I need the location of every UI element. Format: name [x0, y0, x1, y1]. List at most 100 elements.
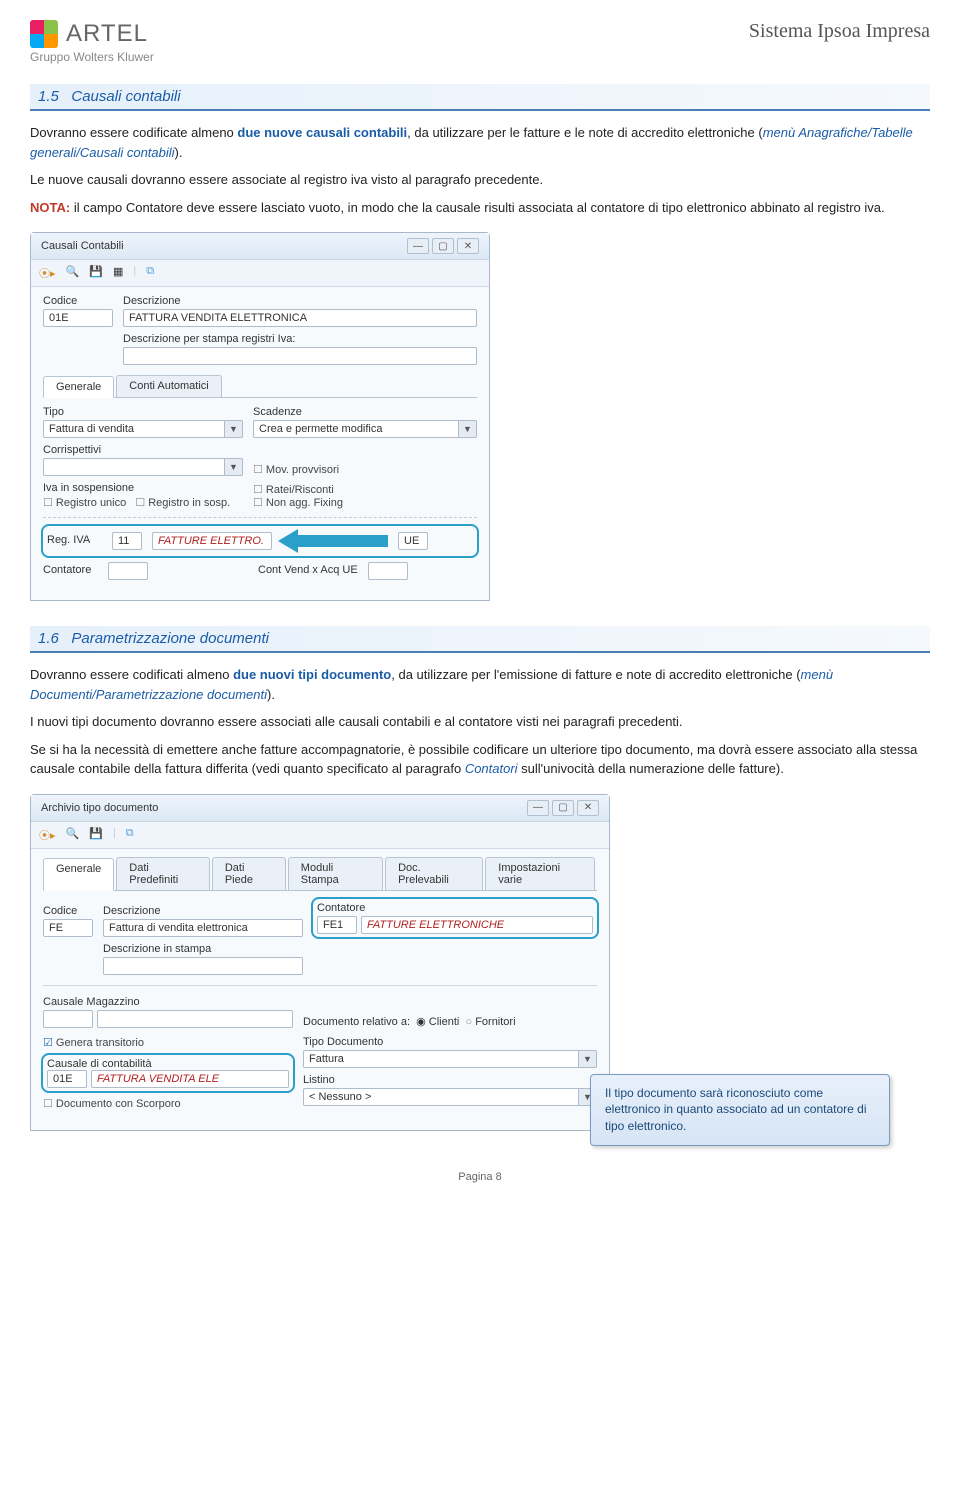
screenshot-archivio: Archivio tipo documento — ▢ ✕ ⦿▸ 🔍 💾 | ⧉…	[30, 794, 930, 1131]
tipo-label: Tipo	[43, 406, 243, 418]
copy-icon[interactable]: ⧉	[146, 265, 154, 281]
search-icon[interactable]: 🔍	[66, 827, 80, 843]
codice-label: Codice	[43, 295, 113, 307]
tab-moduli-stampa[interactable]: Moduli Stampa	[288, 857, 383, 890]
callout-box: Il tipo documento sarà riconosciuto come…	[590, 1074, 890, 1146]
tab-conti-automatici[interactable]: Conti Automatici	[116, 375, 221, 397]
descrizione-label: Descrizione	[103, 905, 303, 917]
causale-magazzino-label: Causale Magazzino	[43, 996, 293, 1008]
iva-sosp-label: Iva in sospensione	[43, 482, 243, 494]
save-icon[interactable]: 💾	[89, 827, 103, 843]
corrispettivi-combo[interactable]: ▼	[43, 458, 243, 476]
save-icon[interactable]: 💾	[89, 265, 103, 281]
regiva-label: Reg. IVA	[47, 534, 102, 546]
window-titlebar: Causali Contabili — ▢ ✕	[31, 233, 489, 260]
descr-stampa-label: Descrizione in stampa	[103, 943, 303, 955]
tab-doc-prelevabili[interactable]: Doc. Prelevabili	[385, 857, 483, 890]
reg-unico-check[interactable]: Registro unico	[43, 497, 126, 509]
doc-scorporo-check[interactable]: Documento con Scorporo	[43, 1098, 181, 1110]
mov-provvisori-check[interactable]: Mov. provvisori	[253, 464, 339, 476]
artel-logo-icon	[30, 20, 58, 48]
contatore-code-input[interactable]: FE1	[317, 916, 357, 934]
tab-generale[interactable]: Generale	[43, 858, 114, 891]
caus-cont-code-input[interactable]: 01E	[47, 1070, 87, 1088]
descr-stampa-input[interactable]	[123, 347, 477, 365]
descr-stampa-input[interactable]	[103, 957, 303, 975]
listino-label: Listino	[303, 1074, 597, 1086]
descrizione-input[interactable]: Fattura di vendita elettronica	[103, 919, 303, 937]
listino-combo[interactable]: < Nessuno >▼	[303, 1088, 597, 1106]
logo-left: ARTEL Gruppo Wolters Kluwer	[30, 20, 154, 64]
causale-contabilita-highlight: Causale di contabilità 01E FATTURA VENDI…	[43, 1055, 293, 1091]
reg-sosp-check[interactable]: Registro in sosp.	[135, 497, 230, 509]
brand-name: ARTEL	[66, 20, 148, 48]
tab-dati-piede[interactable]: Dati Piede	[212, 857, 286, 890]
section-1-6-header: 1.6 Parametrizzazione documenti	[30, 626, 930, 653]
nav-icon[interactable]: ⦿▸	[39, 265, 56, 281]
toolbar: ⦿▸ 🔍 💾 ▦ | ⧉	[31, 260, 489, 287]
sec15-p2: Le nuove causali dovranno essere associa…	[30, 170, 930, 190]
section-title: Causali contabili	[71, 88, 180, 105]
window-title: Causali Contabili	[41, 240, 124, 252]
nav-icon[interactable]: ⦿▸	[39, 827, 56, 843]
page-footer: Pagina 8	[30, 1171, 930, 1183]
caus-mag-code[interactable]	[43, 1010, 93, 1028]
tab-impostazioni[interactable]: Impostazioni varie	[485, 857, 595, 890]
grid-icon[interactable]: ▦	[113, 265, 123, 281]
minimize-icon[interactable]: —	[527, 800, 549, 816]
descr-stampa-label: Descrizione per stampa registri Iva:	[123, 333, 477, 345]
ue-input[interactable]: UE	[398, 532, 428, 550]
nota-label: NOTA:	[30, 200, 70, 215]
brand-right: Sistema Ipsoa Impresa	[749, 20, 930, 43]
section-num: 1.6	[38, 630, 59, 647]
descrizione-input[interactable]: FATTURA VENDITA ELETTRONICA	[123, 309, 477, 327]
scadenze-combo[interactable]: Crea e permette modifica▼	[253, 420, 477, 438]
search-icon[interactable]: 🔍	[66, 265, 80, 281]
tipo-combo[interactable]: Fattura di vendita▼	[43, 420, 243, 438]
doc-relativo-label: Documento relativo a:	[303, 1016, 410, 1028]
screenshot-causali: Causali Contabili — ▢ ✕ ⦿▸ 🔍 💾 ▦ | ⧉ Cod…	[30, 232, 930, 601]
corrispettivi-label: Corrispettivi	[43, 444, 243, 456]
tab-dati-predefiniti[interactable]: Dati Predefiniti	[116, 857, 210, 890]
contatore-highlight: Contatore FE1 FATTURE ELETTRONICHE	[313, 899, 597, 937]
contatore-label: Contatore	[317, 902, 593, 914]
section-title: Parametrizzazione documenti	[71, 630, 269, 647]
brand-subtitle: Gruppo Wolters Kluwer	[30, 50, 154, 64]
sec16-p2: I nuovi tipi documento dovranno essere a…	[30, 712, 930, 732]
window-titlebar: Archivio tipo documento — ▢ ✕	[31, 795, 609, 822]
maximize-icon[interactable]: ▢	[552, 800, 574, 816]
codice-input[interactable]: FE	[43, 919, 93, 937]
genera-transitorio-check[interactable]: Genera transitorio	[43, 1037, 144, 1049]
caus-mag-desc[interactable]	[97, 1010, 293, 1028]
fornitori-radio[interactable]: Fornitori	[465, 1016, 515, 1028]
toolbar: ⦿▸ 🔍 💾 | ⧉	[31, 822, 609, 849]
regiva-num-input[interactable]: 11	[112, 532, 142, 550]
causale-cont-label: Causale di contabilità	[47, 1058, 152, 1070]
codice-input[interactable]: 01E	[43, 309, 113, 327]
sec16-p1: Dovranno essere codificati almeno due nu…	[30, 665, 930, 704]
descrizione-label: Descrizione	[123, 295, 477, 307]
caus-cont-desc: FATTURA VENDITA ELE	[91, 1070, 289, 1088]
sec15-p1: Dovranno essere codificate almeno due nu…	[30, 123, 930, 162]
close-icon[interactable]: ✕	[457, 238, 479, 254]
contatore-input[interactable]	[108, 562, 148, 580]
window-title: Archivio tipo documento	[41, 802, 158, 814]
close-icon[interactable]: ✕	[577, 800, 599, 816]
cont-ue-label: Cont Vend x Acq UE	[258, 564, 358, 576]
section-num: 1.5	[38, 88, 59, 105]
nonagg-check[interactable]: Non agg. Fixing	[253, 497, 343, 509]
section-1-5-header: 1.5 Causali contabili	[30, 84, 930, 111]
sec15-nota: NOTA: il campo Contatore deve essere las…	[30, 198, 930, 218]
contatore-label: Contatore	[43, 564, 98, 576]
regiva-desc: FATTURE ELETTRO.	[152, 532, 272, 550]
tab-generale[interactable]: Generale	[43, 376, 114, 398]
cont-ue-input[interactable]	[368, 562, 408, 580]
tipo-doc-label: Tipo Documento	[303, 1036, 597, 1048]
tipo-doc-combo[interactable]: Fattura▼	[303, 1050, 597, 1068]
clienti-radio[interactable]: Clienti	[416, 1016, 459, 1028]
page-header: ARTEL Gruppo Wolters Kluwer Sistema Ipso…	[30, 20, 930, 64]
maximize-icon[interactable]: ▢	[432, 238, 454, 254]
minimize-icon[interactable]: —	[407, 238, 429, 254]
copy-icon[interactable]: ⧉	[126, 827, 134, 843]
ratei-check[interactable]: Ratei/Risconti	[253, 484, 334, 496]
